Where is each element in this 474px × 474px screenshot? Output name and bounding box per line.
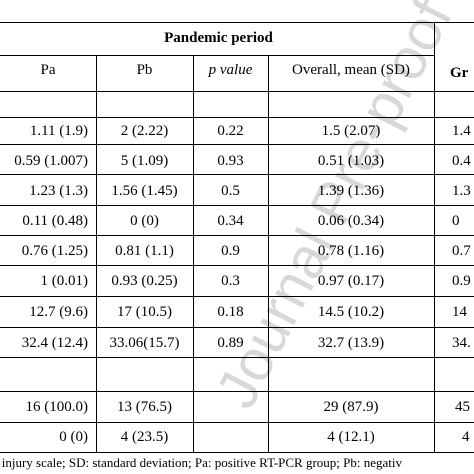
table-cell-pa: 0.11 (0.48) xyxy=(22,213,88,229)
table-cell-right: 45 xyxy=(455,399,470,415)
table-footnote: d injury scale; SD: standard deviation; … xyxy=(0,455,403,470)
column-divider xyxy=(96,55,97,452)
row-rule xyxy=(0,422,474,423)
table-cell-pa: 0.76 (1.25) xyxy=(21,243,88,259)
table-cell-pb: 0.93 (0.25) xyxy=(111,273,178,289)
table-cell-right: 0.4 xyxy=(452,153,471,169)
table-cell-right: 1.4 xyxy=(452,123,471,139)
table-cell-p: 0.22 xyxy=(217,123,244,139)
right-group-title: Gr xyxy=(450,65,469,81)
row-rule xyxy=(0,117,474,118)
header-rule-2 xyxy=(0,91,474,92)
table-top-rule xyxy=(0,22,474,23)
table-cell-overall: 1.39 (1.36) xyxy=(317,183,385,199)
table-cell-overall: 0.78 (1.16) xyxy=(317,243,385,259)
row-rule xyxy=(0,391,474,392)
table-cell-overall: 4 (12.1) xyxy=(327,429,375,445)
table-cell-right: 4 xyxy=(462,429,470,445)
table-cell-pa: 1.11 (1.9) xyxy=(29,123,88,139)
row-rule xyxy=(0,296,474,297)
table-cell-p: 0.93 xyxy=(217,153,244,169)
table-cell-overall: 1.5 (2.07) xyxy=(321,123,381,139)
pandemic-period-title: Pandemic period xyxy=(164,30,273,46)
table-cell-p: 0.9 xyxy=(221,243,240,259)
table-cell-overall: 29 (87.9) xyxy=(323,399,379,415)
table-cell-pa: 32.4 (12.4) xyxy=(21,335,88,351)
table-cell-pb: 2 (2.22) xyxy=(120,123,169,139)
column-divider xyxy=(434,22,435,452)
table-cell-p: 0.5 xyxy=(221,183,240,199)
table-cell-pb: 13 (76.5) xyxy=(117,399,172,415)
table-cell-p: 0.18 xyxy=(217,304,244,320)
column-header-p-value: p value xyxy=(208,62,253,78)
table-cell-overall: 0.51 (1.03) xyxy=(317,153,385,169)
table-cell-pb: 17 (10.5) xyxy=(117,304,172,320)
table-cell-pb: 4 (23.5) xyxy=(120,429,169,445)
table-bottom-rule xyxy=(0,452,474,453)
column-divider xyxy=(268,55,269,452)
table-cell-pb: 33.06(15.7) xyxy=(109,335,180,351)
row-rule xyxy=(0,327,474,328)
table-cell-right: 0.9 xyxy=(452,273,471,289)
column-header-overall: Overall, mean (SD) xyxy=(292,62,410,78)
table-cell-pa: 1.23 (1.3) xyxy=(29,183,88,199)
table-cell-p: 0.3 xyxy=(221,273,240,289)
table-cell-overall: 32.7 (13.9) xyxy=(317,335,385,351)
column-header-pa: Pa xyxy=(40,62,56,78)
table-cell-pa: 0.59 (1.007) xyxy=(14,153,88,169)
table-cell-overall: 0.06 (0.34) xyxy=(317,213,385,229)
table-cell-right: 0 xyxy=(452,213,460,229)
row-rule xyxy=(0,265,474,266)
table-cell-p: 0.89 xyxy=(217,335,244,351)
row-rule xyxy=(0,174,474,175)
table-cell-pb: 0.81 (1.1) xyxy=(115,243,174,259)
table-cell-right: 0.7 xyxy=(452,243,471,259)
table-cell-p: 0.34 xyxy=(217,213,244,229)
table-cell-right: 34. xyxy=(452,335,471,351)
column-header-pb: Pb xyxy=(136,62,153,78)
table-cell-right: 14 xyxy=(452,304,467,320)
table-cell-pa: 12.7 (9.6) xyxy=(29,304,88,320)
row-rule xyxy=(0,235,474,236)
table-cell-overall: 0.97 (0.17) xyxy=(317,273,385,289)
table-cell-overall: 14.5 (10.2) xyxy=(317,304,385,320)
table-cell-pb: 0 (0) xyxy=(130,213,159,229)
table-cell-pa: 16 (100.0) xyxy=(25,399,89,415)
table-cell-pa: 0 (0) xyxy=(59,429,88,445)
header-rule-1 xyxy=(0,55,434,56)
table-cell-pa: 1 (0.01) xyxy=(40,273,89,289)
table-cell-right: 1.3 xyxy=(452,183,471,199)
row-rule xyxy=(0,144,474,145)
row-rule xyxy=(0,357,474,358)
table-cell-pb: 1.56 (1.45) xyxy=(111,183,178,199)
row-rule xyxy=(0,205,474,206)
table-cell-pb: 5 (1.09) xyxy=(120,153,169,169)
column-divider xyxy=(193,55,194,452)
